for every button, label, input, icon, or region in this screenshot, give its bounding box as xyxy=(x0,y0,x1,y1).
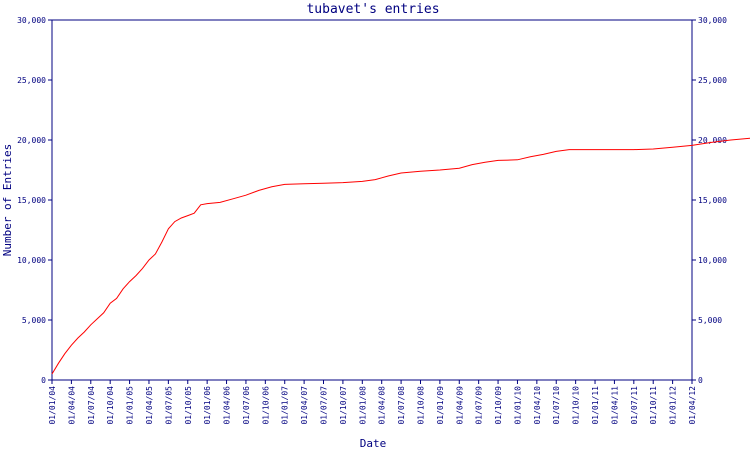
y-axis-left: 0 5,000 10,000 15,000 20,000 25,000 30,000 xyxy=(17,16,52,385)
x-tick-label: 01/04/12 xyxy=(688,386,697,425)
y-tick-label: 10,000 xyxy=(698,256,727,265)
x-tick-label: 01/01/07 xyxy=(281,386,290,425)
x-tick-label: 01/10/08 xyxy=(416,386,425,425)
x-tick-label: 01/10/11 xyxy=(649,386,658,425)
x-tick-label: 01/10/10 xyxy=(572,386,581,425)
plot-area xyxy=(51,19,693,381)
y-tick-label: 5,000 xyxy=(22,316,46,325)
y-tick-label: 30,000 xyxy=(698,16,727,25)
x-tick-label: 01/04/06 xyxy=(223,386,232,425)
y-tick-label: 10,000 xyxy=(17,256,46,265)
y-tick-label: 0 xyxy=(41,376,46,385)
series-layer xyxy=(51,137,750,375)
y-tick-label: 20,000 xyxy=(698,136,727,145)
y-tick-label: 15,000 xyxy=(17,196,46,205)
x-tick-label: 01/07/09 xyxy=(475,386,484,425)
y-tick-label: 30,000 xyxy=(17,16,46,25)
y-axis-label: Number of Entries xyxy=(1,144,14,257)
x-tick-label: 01/10/05 xyxy=(184,386,193,425)
x-tick-label: 01/07/10 xyxy=(552,386,561,425)
x-tick-label: 01/01/06 xyxy=(203,386,212,425)
chart-title: tubavet's entries xyxy=(306,2,439,17)
x-tick-label: 01/01/12 xyxy=(669,386,678,425)
x-tick-label: 01/07/11 xyxy=(630,386,639,425)
series-line xyxy=(51,137,750,375)
x-tick-label: 01/04/05 xyxy=(145,386,154,425)
x-axis: 01/01/04 01/04/04 01/07/04 01/10/04 01/01/05… xyxy=(48,380,697,425)
x-tick-label: 01/04/04 xyxy=(67,386,76,425)
x-tick-label: 01/04/09 xyxy=(455,386,464,425)
x-tick-label: 01/10/04 xyxy=(106,386,115,425)
x-tick-label: 01/10/09 xyxy=(494,386,503,425)
x-tick-label: 01/10/07 xyxy=(339,386,348,425)
x-axis-label: Date xyxy=(360,437,387,450)
x-tick-label: 01/07/05 xyxy=(164,386,173,425)
x-tick-label: 01/04/07 xyxy=(300,386,309,425)
y-tick-label: 25,000 xyxy=(698,76,727,85)
x-tick-label: 01/07/06 xyxy=(242,386,251,425)
y-tick-label: 5,000 xyxy=(698,316,722,325)
x-tick-label: 01/01/11 xyxy=(591,386,600,425)
x-tick-label: 01/01/05 xyxy=(126,386,135,425)
x-tick-label: 01/10/06 xyxy=(261,386,270,425)
x-tick-label: 01/07/07 xyxy=(320,386,329,425)
x-tick-label: 01/01/04 xyxy=(48,386,57,425)
y-axis-right: 0 5,000 10,000 15,000 20,000 25,000 30,000 xyxy=(692,16,727,385)
x-tick-label: 01/07/04 xyxy=(87,386,96,425)
x-tick-label: 01/01/10 xyxy=(513,386,522,425)
x-tick-label: 01/01/09 xyxy=(436,386,445,425)
y-tick-label: 20,000 xyxy=(17,136,46,145)
x-tick-label: 01/01/08 xyxy=(358,386,367,425)
x-tick-label: 01/07/08 xyxy=(397,386,406,425)
x-tick-label: 01/04/08 xyxy=(378,386,387,425)
y-tick-label: 25,000 xyxy=(17,76,46,85)
y-tick-label: 0 xyxy=(698,376,703,385)
x-tick-label: 01/04/10 xyxy=(533,386,542,425)
y-tick-label: 15,000 xyxy=(698,196,727,205)
x-tick-label: 01/04/11 xyxy=(610,386,619,425)
